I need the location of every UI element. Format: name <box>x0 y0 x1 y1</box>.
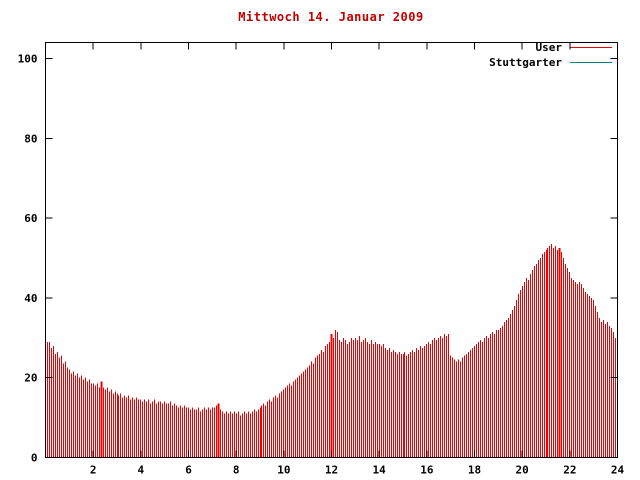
chart-title: Mittwoch 14. Januar 2009 <box>238 10 423 24</box>
legend-label-user: User <box>536 41 563 54</box>
x-tick-label: 4 <box>138 464 145 477</box>
x-tick-label: 22 <box>563 464 576 477</box>
y-tick-label: 20 <box>24 372 37 385</box>
x-tick-label: 18 <box>468 464 481 477</box>
x-tick-label: 6 <box>185 464 192 477</box>
x-tick-label: 16 <box>420 464 434 477</box>
x-tick-label: 12 <box>325 464 338 477</box>
x-tick-label: 14 <box>373 464 387 477</box>
x-tick-label: 8 <box>233 464 240 477</box>
legend-label-stuttgarter: Stuttgarter <box>489 56 562 69</box>
y-tick-label: 100 <box>18 52 38 65</box>
legend: User Stuttgarter <box>489 41 612 69</box>
y-tick-label: 40 <box>24 292 37 305</box>
y-tick-label: 60 <box>24 212 37 225</box>
x-tick-label: 24 <box>611 464 625 477</box>
y-tick-label: 80 <box>24 132 37 145</box>
x-tick-label: 10 <box>277 464 290 477</box>
x-tick-label: 2 <box>90 464 97 477</box>
x-tick-label: 20 <box>516 464 529 477</box>
y-tick-label: 0 <box>31 452 38 465</box>
